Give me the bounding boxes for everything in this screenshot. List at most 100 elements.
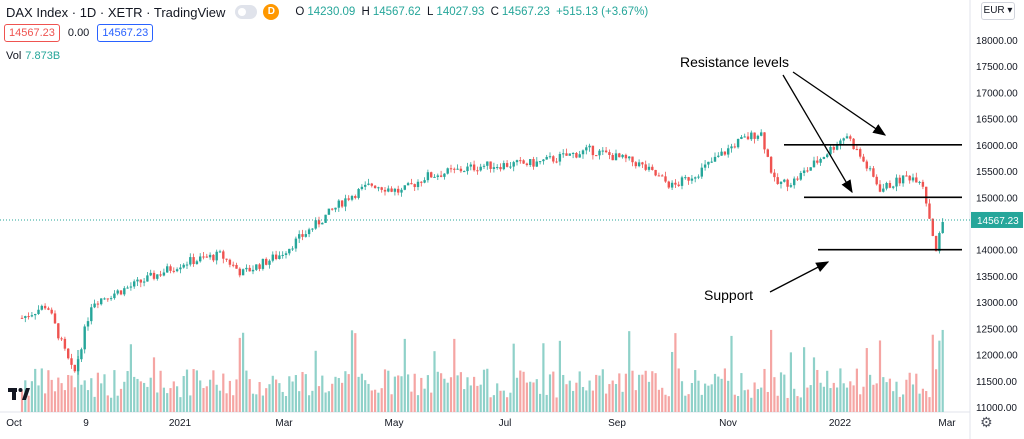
sell-button[interactable]: 14567.23 <box>4 24 60 42</box>
volume-bar <box>380 388 383 412</box>
volume-bar <box>694 370 697 412</box>
candle-body <box>522 160 525 164</box>
volume-bar <box>30 381 33 412</box>
candle-body <box>928 203 931 219</box>
candle-body <box>849 136 852 139</box>
candle-body <box>604 150 608 153</box>
candle-body <box>938 233 941 252</box>
currency-dropdown[interactable]: EUR ▾ <box>981 2 1015 20</box>
tradingview-logo-icon[interactable] <box>8 385 30 403</box>
candle-body <box>50 309 53 314</box>
candle-body <box>931 218 934 236</box>
volume-bar <box>469 385 472 412</box>
candle-body <box>271 254 274 261</box>
candle-body <box>750 132 753 140</box>
candle-body <box>248 267 251 272</box>
volume-bar <box>189 395 192 412</box>
candle-body <box>892 186 895 188</box>
toggle-icon[interactable] <box>235 5 258 19</box>
volume-bar <box>90 378 93 412</box>
candle-body <box>185 264 189 266</box>
candle-body <box>40 305 43 310</box>
volume-bar <box>67 375 70 412</box>
volume-bar <box>37 385 40 412</box>
volume-bar <box>47 370 50 412</box>
candle-body <box>380 187 383 190</box>
volume-bar <box>166 393 169 412</box>
candle-body <box>859 149 862 157</box>
candle-body <box>532 159 535 167</box>
volume-bar <box>430 392 433 412</box>
volume-bar <box>377 392 380 412</box>
interval-badge[interactable]: D <box>263 4 280 20</box>
volume-bar <box>621 391 624 412</box>
buy-button[interactable]: 14567.23 <box>97 24 154 42</box>
volume-bar <box>123 381 126 412</box>
y-tick-label: 17500.00 <box>976 62 1018 73</box>
candle-body <box>677 184 680 186</box>
volume-bar <box>512 343 515 412</box>
high-label: H <box>361 6 370 18</box>
candle-body <box>274 254 278 260</box>
candle-body <box>680 177 684 186</box>
y-tick-label: 18000.00 <box>976 36 1018 47</box>
resistance-label: Resistance levels <box>680 54 789 70</box>
candle-body <box>410 183 413 185</box>
volume-bar <box>776 395 779 412</box>
candle-body <box>489 161 492 169</box>
volume-bar <box>644 370 647 412</box>
volume-bar <box>869 374 872 412</box>
candle-body <box>535 161 538 167</box>
candle-body <box>116 290 119 294</box>
volume-bar <box>509 392 512 412</box>
candle-body <box>324 214 327 223</box>
candle-body <box>519 160 522 162</box>
y-tick-label: 12500.00 <box>976 324 1018 335</box>
trade-buttons: 14567.23 0.00 14567.23 <box>4 24 154 42</box>
volume-bar <box>760 387 763 412</box>
volume-bar <box>677 368 680 412</box>
volume-bar <box>179 397 182 412</box>
candle-body <box>588 145 591 148</box>
volume-bar <box>258 382 261 412</box>
change-value: +515.13 (+3.67%) <box>556 6 649 18</box>
candle-body <box>776 177 779 184</box>
candle-body <box>27 316 30 318</box>
gear-icon[interactable]: ⚙ <box>980 414 993 430</box>
candle-body <box>337 200 340 208</box>
symbol-title[interactable]: DAX Index · 1D · XETR · TradingView <box>6 4 226 20</box>
candle-body <box>347 198 350 200</box>
volume-bar <box>393 376 396 412</box>
volume-bar <box>53 391 57 412</box>
candle-body <box>799 172 802 180</box>
volume-bar <box>199 380 202 412</box>
volume-bar <box>482 369 486 412</box>
candle-body <box>463 171 466 173</box>
candle-body <box>357 189 360 198</box>
volume-bar <box>565 384 568 412</box>
candle-body <box>126 287 129 289</box>
volume-bar <box>308 395 311 412</box>
volume-legend: Vol 7.873B <box>6 50 60 62</box>
volume-bar <box>595 374 598 412</box>
candle-body <box>657 175 661 177</box>
candle-body <box>433 176 436 178</box>
candle-body <box>766 149 769 157</box>
candle-body <box>885 182 888 189</box>
candle-body <box>344 198 347 207</box>
volume-bar <box>215 384 218 412</box>
candle-body <box>73 364 76 372</box>
y-tick-label: 11500.00 <box>976 377 1017 388</box>
currency-label: EUR <box>983 5 1005 16</box>
candle-body <box>637 162 641 167</box>
volume-bar <box>525 382 528 412</box>
volume-bar <box>862 386 865 412</box>
candle-body <box>436 175 439 177</box>
volume-bar <box>568 380 571 412</box>
volume-bar <box>941 329 944 412</box>
volume-bar <box>275 379 278 412</box>
volume-bar <box>902 394 905 412</box>
candle-body <box>182 264 185 268</box>
